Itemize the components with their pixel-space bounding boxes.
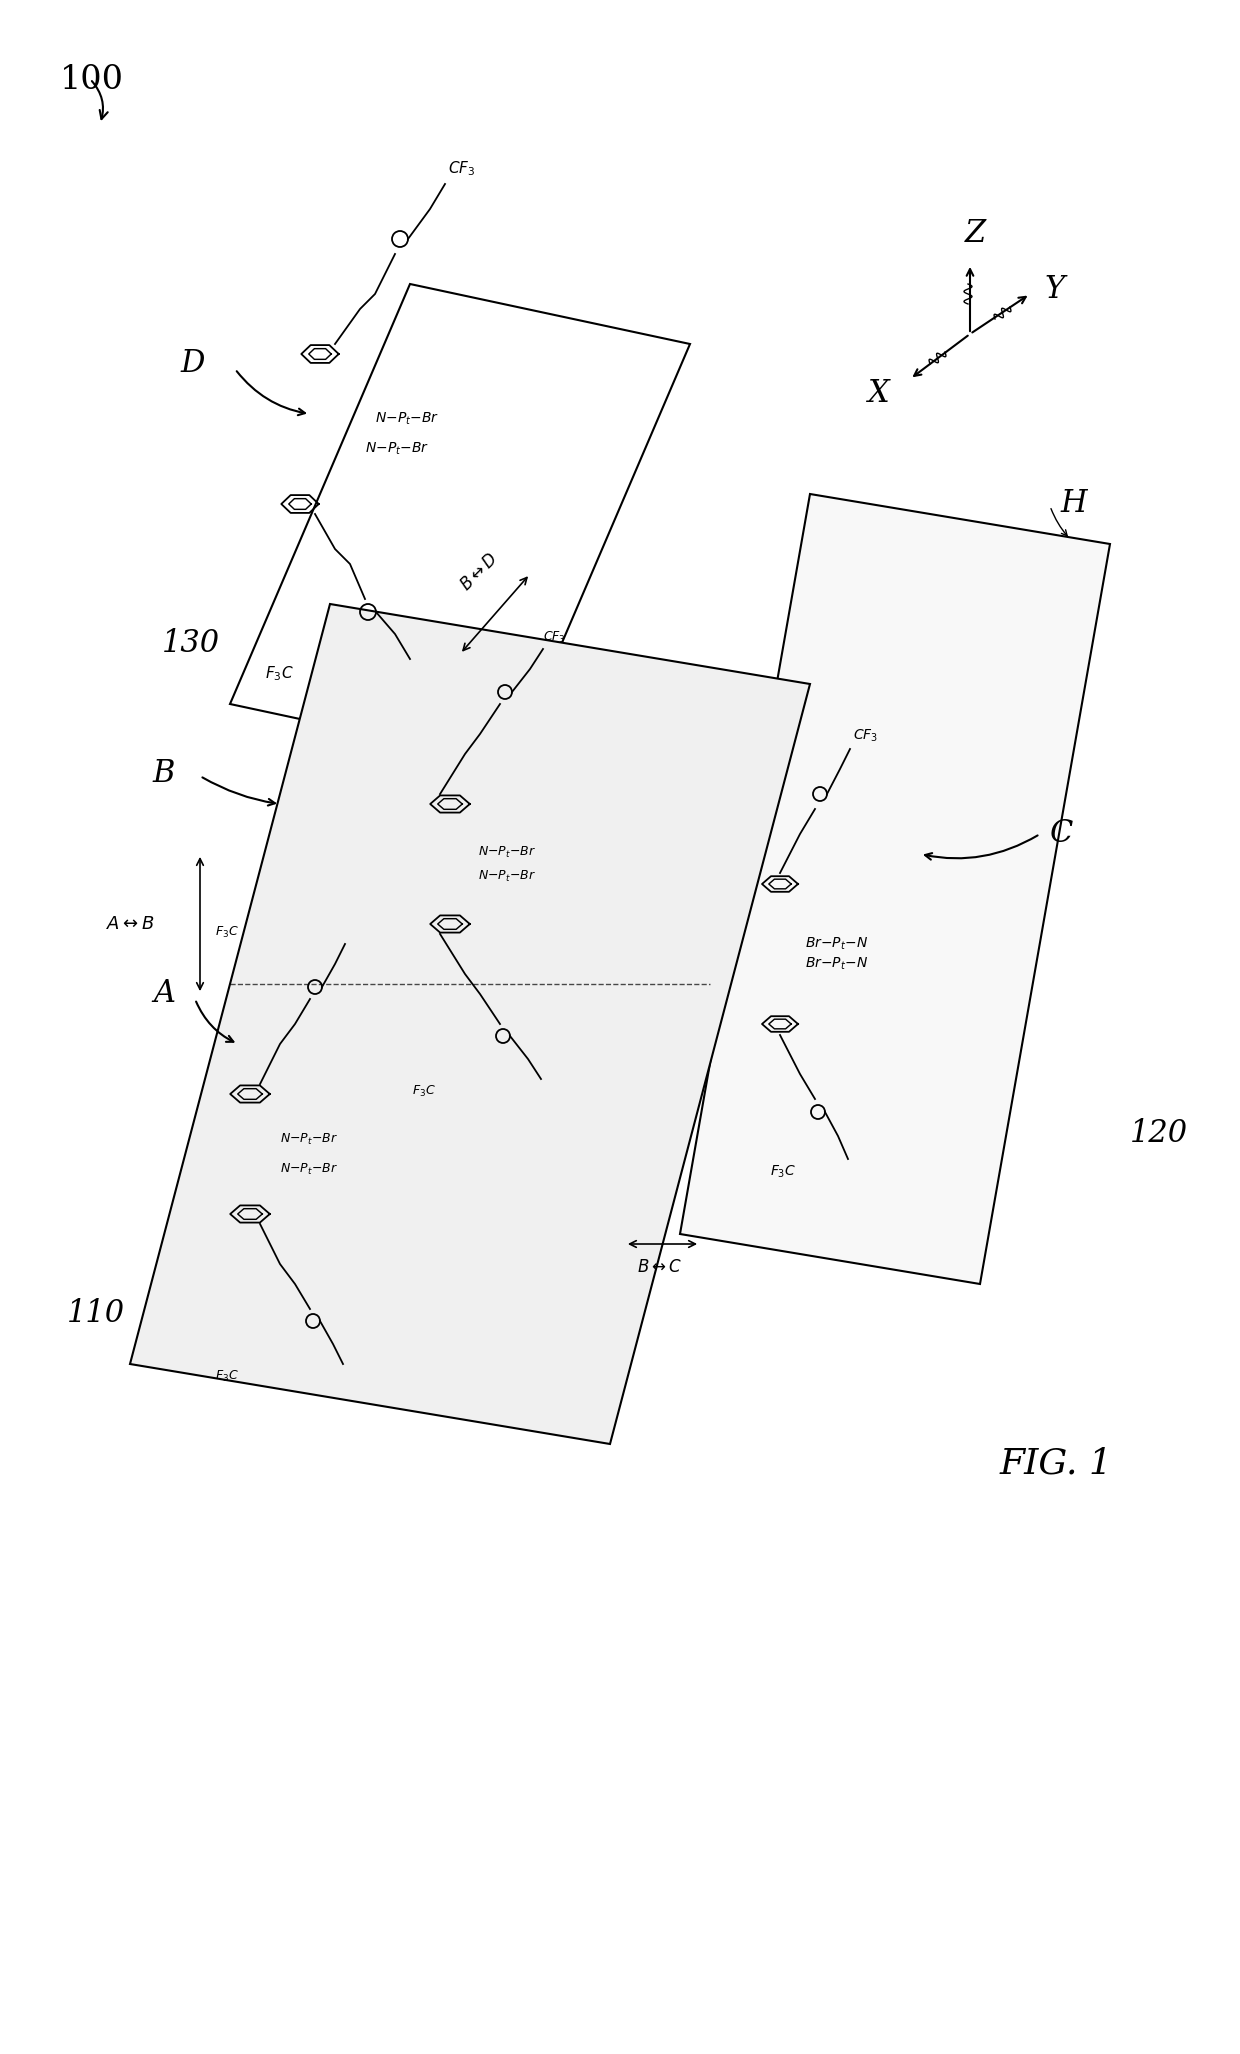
Polygon shape xyxy=(680,495,1110,1284)
Text: $CF_3$: $CF_3$ xyxy=(448,160,475,179)
Text: $F_3C$: $F_3C$ xyxy=(265,665,294,684)
Text: $F_3C$: $F_3C$ xyxy=(215,1368,239,1384)
Text: C: C xyxy=(1050,817,1074,850)
Text: 100: 100 xyxy=(60,64,124,97)
Text: $A \leftrightarrow B$: $A \leftrightarrow B$ xyxy=(107,914,155,933)
Text: $N{-}P_t{-}Br$: $N{-}P_t{-}Br$ xyxy=(365,442,429,458)
Text: $B \leftrightarrow D$: $B \leftrightarrow D$ xyxy=(458,550,502,594)
Text: B: B xyxy=(153,758,175,789)
Text: $Br{-}P_t{-}N$: $Br{-}P_t{-}N$ xyxy=(805,955,868,972)
Text: Y: Y xyxy=(1045,273,1065,304)
Text: $N{-}P_t{-}Br$: $N{-}P_t{-}Br$ xyxy=(280,1161,339,1177)
Text: $F_3C$: $F_3C$ xyxy=(215,924,239,939)
Text: $CF_3$: $CF_3$ xyxy=(853,727,878,744)
Text: $Br{-}P_t{-}N$: $Br{-}P_t{-}N$ xyxy=(805,937,868,953)
Text: $N{-}P_t{-}Br$: $N{-}P_t{-}Br$ xyxy=(374,411,439,427)
Text: $N{-}P_t{-}Br$: $N{-}P_t{-}Br$ xyxy=(477,844,536,859)
Text: 120: 120 xyxy=(1130,1119,1188,1150)
Text: X: X xyxy=(868,378,890,409)
Text: $N{-}P_t{-}Br$: $N{-}P_t{-}Br$ xyxy=(477,869,536,883)
Text: $F_3C$: $F_3C$ xyxy=(770,1165,796,1181)
Text: $CF_3$: $CF_3$ xyxy=(543,629,565,645)
Text: 110: 110 xyxy=(67,1298,125,1329)
Text: $N{-}P_t{-}Br$: $N{-}P_t{-}Br$ xyxy=(280,1132,339,1146)
Text: 130: 130 xyxy=(162,629,219,659)
Text: H: H xyxy=(1060,489,1086,520)
Text: $B \leftrightarrow C$: $B \leftrightarrow C$ xyxy=(637,1259,683,1276)
Polygon shape xyxy=(229,283,689,764)
Text: A: A xyxy=(153,978,175,1009)
Text: D: D xyxy=(181,349,205,380)
Text: FIG. 1: FIG. 1 xyxy=(999,1446,1114,1481)
Polygon shape xyxy=(130,604,810,1444)
Text: Z: Z xyxy=(965,218,986,249)
Text: $F_3C$: $F_3C$ xyxy=(412,1082,435,1099)
